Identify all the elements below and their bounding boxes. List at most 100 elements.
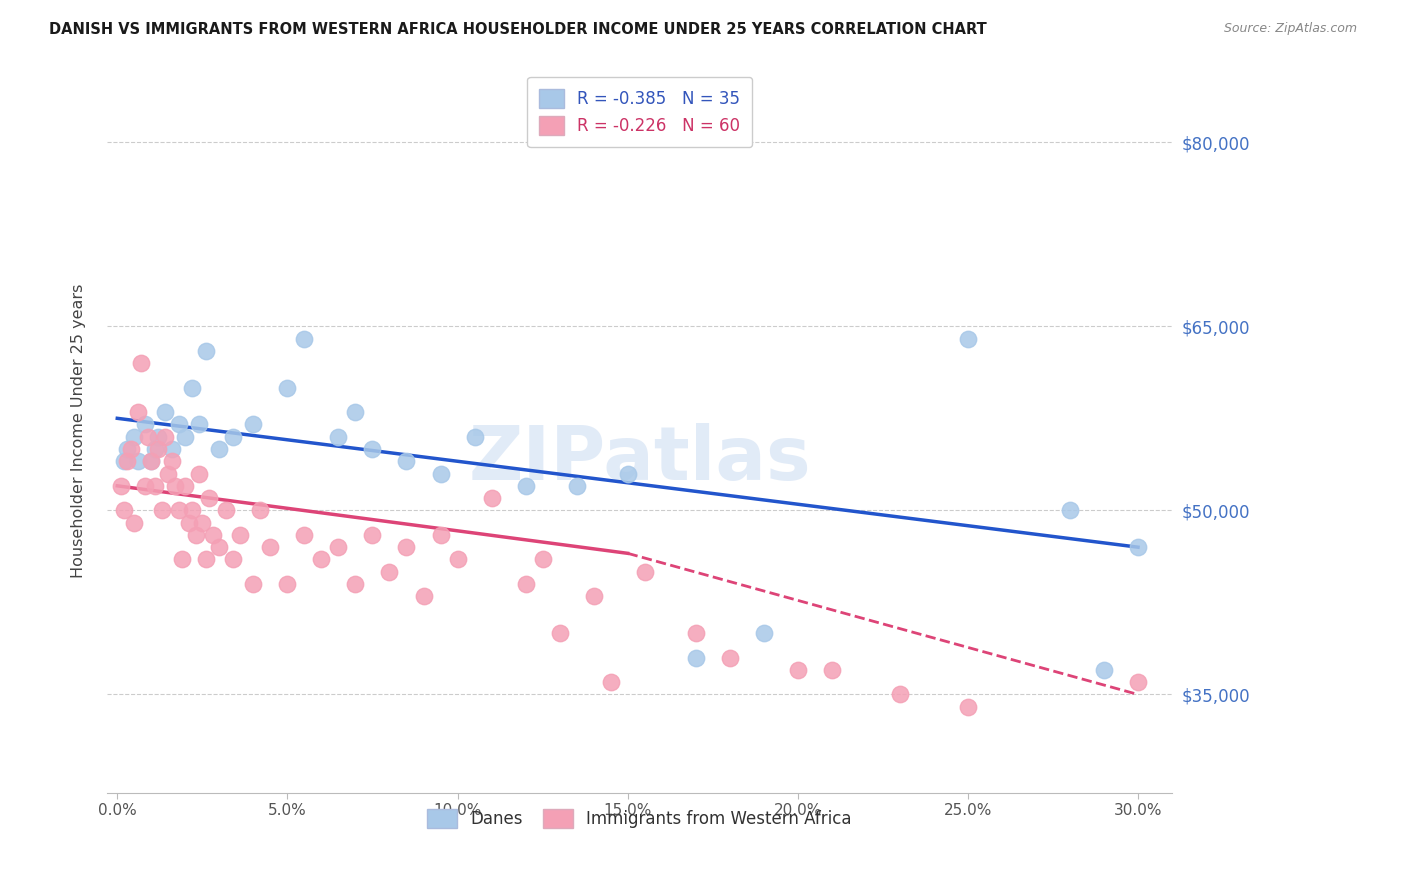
Point [956,332,979,346]
Point [150,503,173,517]
Text: Source: ZipAtlas.com: Source: ZipAtlas.com [1223,22,1357,36]
Point [153,430,176,444]
Point [276,577,298,591]
Point [294,332,316,346]
Point [429,528,451,542]
Point [242,417,264,432]
Point [634,565,657,579]
Point [1059,503,1081,517]
Point [344,577,367,591]
Point [515,479,537,493]
Point [242,577,264,591]
Point [181,381,204,395]
Point [191,516,214,530]
Point [177,516,200,530]
Point [294,528,316,542]
Point [174,430,197,444]
Point [117,442,139,456]
Point [249,503,271,517]
Point [153,405,176,419]
Point [1092,663,1115,677]
Point [599,675,621,690]
Point [446,552,468,566]
Point [160,454,183,468]
Point [215,503,238,517]
Point [311,552,333,566]
Point [361,528,384,542]
Text: ZIPatlas: ZIPatlas [468,423,811,496]
Point [143,442,166,456]
Text: DANISH VS IMMIGRANTS FROM WESTERN AFRICA HOUSEHOLDER INCOME UNDER 25 YEARS CORRE: DANISH VS IMMIGRANTS FROM WESTERN AFRICA… [49,22,987,37]
Point [157,467,180,481]
Point [481,491,503,505]
Point [582,589,605,603]
Point [752,626,775,640]
Point [889,688,911,702]
Point [136,430,159,444]
Point [110,479,132,493]
Point [1126,540,1149,554]
Point [361,442,384,456]
Point [222,430,245,444]
Point [515,577,537,591]
Point [201,528,224,542]
Point [174,479,197,493]
Y-axis label: Householder Income Under 25 years: Householder Income Under 25 years [72,284,86,578]
Point [124,430,146,444]
Point [167,503,190,517]
Point [146,442,169,456]
Point [685,650,707,665]
Point [786,663,808,677]
Point [259,540,281,554]
Point [276,381,298,395]
Point [565,479,588,493]
Point [328,540,350,554]
Point [181,503,204,517]
Point [184,528,207,542]
Point [198,491,221,505]
Point [167,417,190,432]
Point [134,417,156,432]
Point [956,699,979,714]
Point [429,467,451,481]
Point [344,405,367,419]
Point [124,516,146,530]
Point [194,343,217,358]
Point [143,479,166,493]
Point [464,430,486,444]
Point [117,454,139,468]
Point [165,479,187,493]
Point [548,626,571,640]
Point [718,650,741,665]
Point [127,454,149,468]
Point [127,405,149,419]
Point [229,528,252,542]
Point [187,467,209,481]
Point [120,442,142,456]
Point [146,430,169,444]
Point [141,454,163,468]
Point [187,417,209,432]
Point [222,552,245,566]
Point [141,454,163,468]
Point [616,467,638,481]
Point [395,540,418,554]
Point [821,663,844,677]
Point [378,565,401,579]
Point [112,503,135,517]
Point [194,552,217,566]
Legend: Danes, Immigrants from Western Africa: Danes, Immigrants from Western Africa [420,803,859,835]
Point [1126,675,1149,690]
Point [134,479,156,493]
Point [412,589,434,603]
Point [395,454,418,468]
Point [531,552,554,566]
Point [160,442,183,456]
Point [328,430,350,444]
Point [129,356,152,370]
Point [112,454,135,468]
Point [685,626,707,640]
Point [170,552,193,566]
Point [208,540,231,554]
Point [208,442,231,456]
